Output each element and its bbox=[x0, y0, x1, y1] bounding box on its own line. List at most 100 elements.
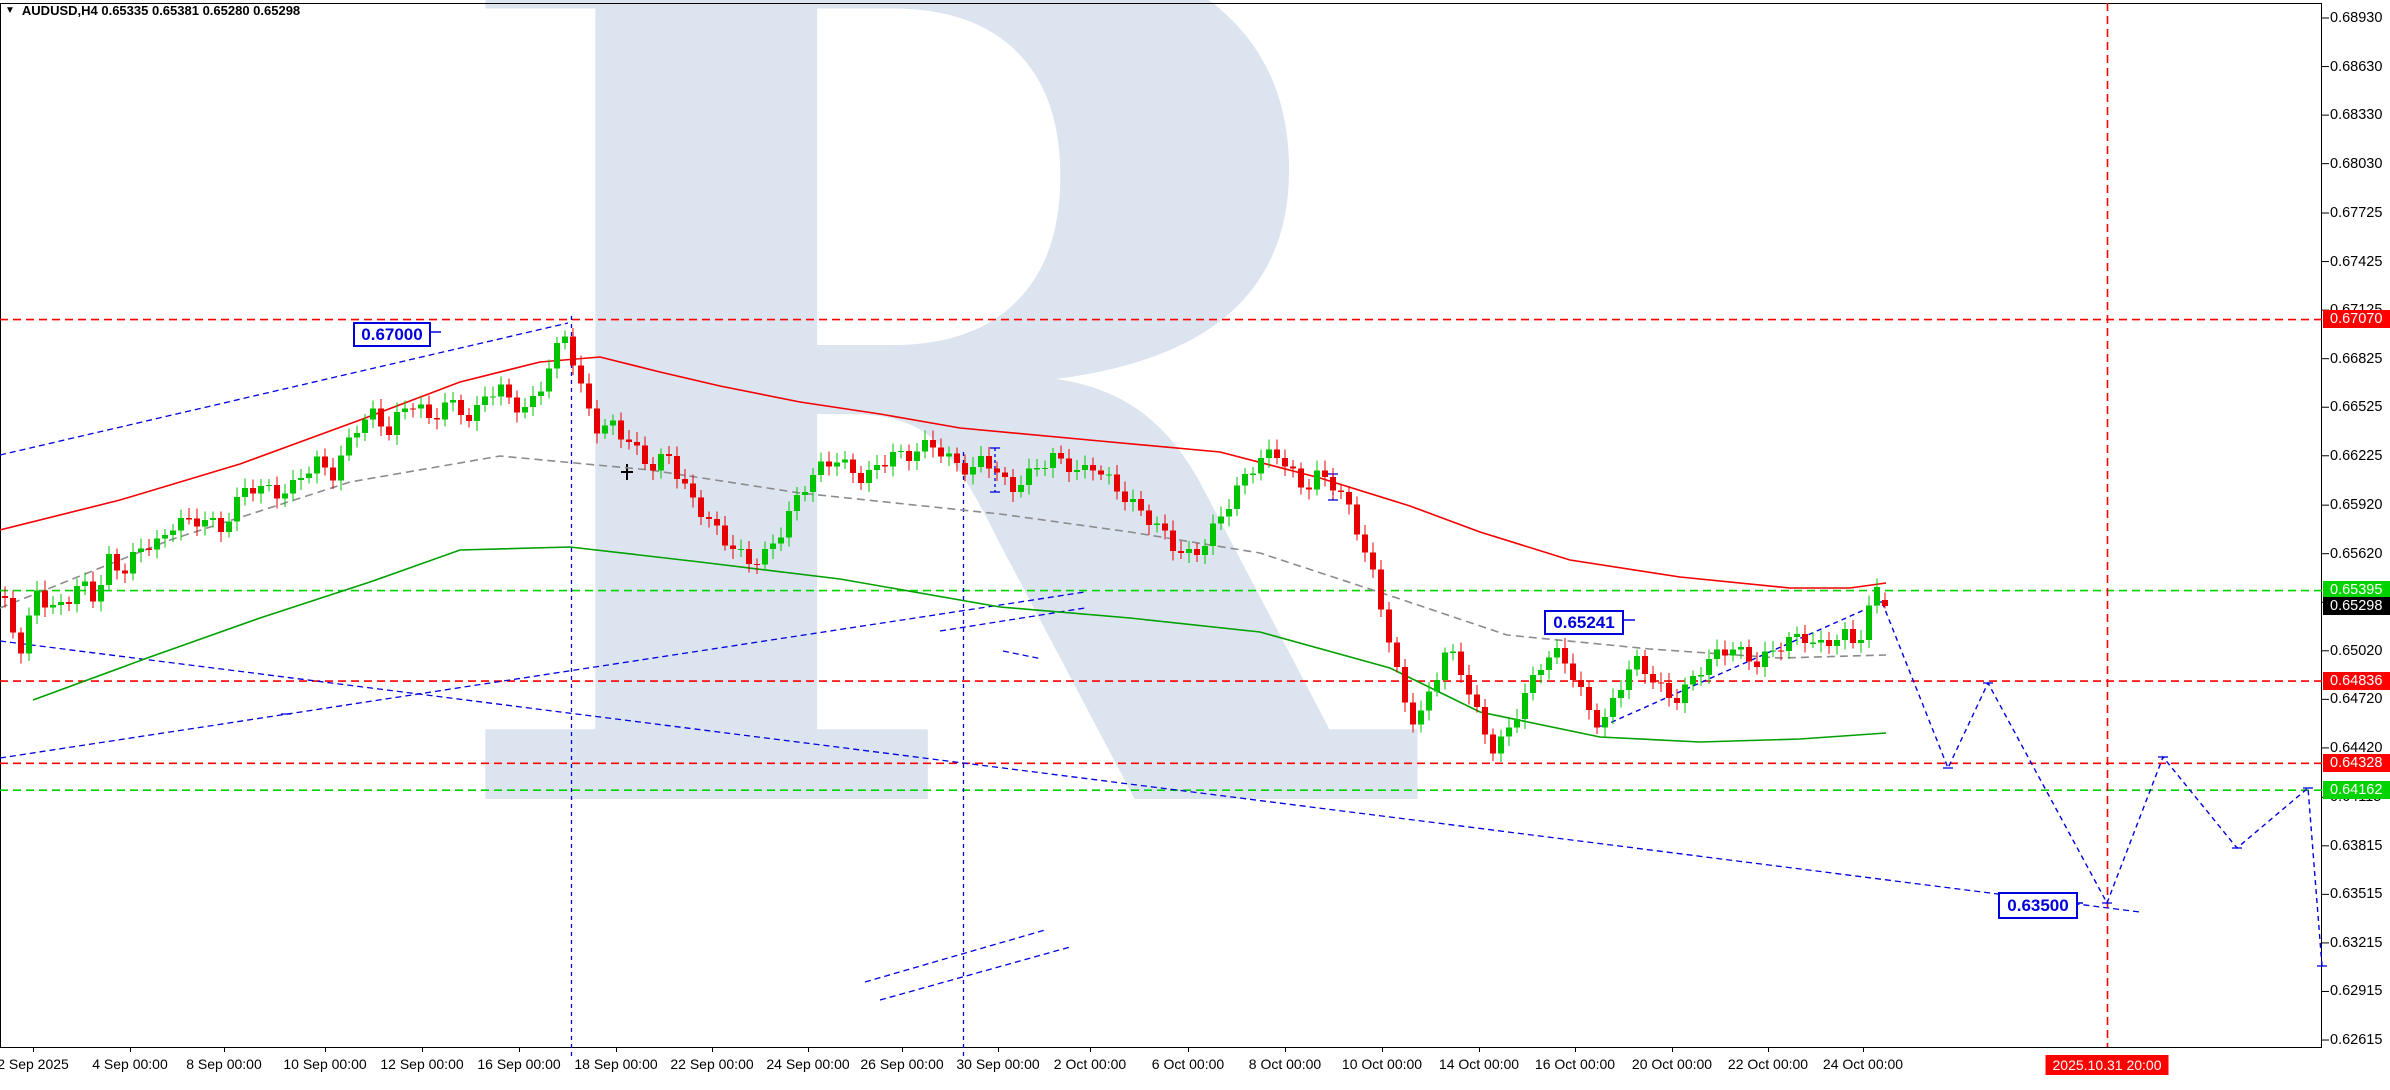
candle-body bbox=[1418, 710, 1424, 725]
candle-body bbox=[242, 488, 248, 498]
candle-body bbox=[1330, 477, 1336, 491]
candle-body bbox=[266, 484, 272, 487]
ma-fast-red bbox=[0, 356, 1887, 589]
candle-body bbox=[1370, 552, 1376, 570]
candle-body bbox=[754, 563, 760, 566]
time-tick-label: 22 Sep 00:00 bbox=[670, 1056, 754, 1072]
candle-body bbox=[1506, 727, 1512, 737]
candle-body bbox=[1114, 474, 1120, 492]
candle-body bbox=[946, 453, 952, 457]
candle-body bbox=[1834, 639, 1840, 647]
forecast-zigzag[interactable] bbox=[1602, 601, 2323, 967]
candle-body bbox=[458, 400, 464, 416]
price-tick-label: 0.65020 bbox=[2330, 642, 2383, 659]
candle-body bbox=[1122, 491, 1128, 503]
price-annotation-0.63500[interactable]: 0.63500 bbox=[1998, 892, 2078, 919]
candle-body bbox=[690, 483, 696, 498]
support-rising-long[interactable] bbox=[0, 591, 1086, 759]
candle-body bbox=[186, 518, 192, 520]
candle-body bbox=[1234, 485, 1240, 509]
candle-body bbox=[866, 469, 872, 483]
candles[interactable] bbox=[2, 328, 1888, 762]
candle-body bbox=[1458, 651, 1464, 676]
candle-body bbox=[210, 518, 216, 520]
candle-body bbox=[1754, 661, 1760, 667]
candle-body bbox=[602, 425, 608, 434]
broker-watermark-letter: R bbox=[430, 0, 1411, 1078]
time-tick-label: 30 Sep 00:00 bbox=[956, 1056, 1040, 1072]
current-price-label: 0.65298 bbox=[2323, 596, 2390, 615]
candle-body bbox=[1402, 667, 1408, 703]
candle-body bbox=[1586, 686, 1592, 711]
candle-body bbox=[1442, 652, 1448, 680]
candle-body bbox=[674, 456, 680, 479]
candle-body bbox=[98, 584, 104, 602]
candle-body bbox=[1002, 472, 1008, 478]
candle-body bbox=[282, 493, 288, 499]
candle-body bbox=[1634, 656, 1640, 670]
candle-body bbox=[618, 420, 624, 440]
candle-body bbox=[1290, 466, 1296, 469]
price-tick-label: 0.66825 bbox=[2330, 350, 2383, 367]
plot-border bbox=[0, 3, 2322, 1048]
candle-body bbox=[1210, 523, 1216, 546]
time-tick-label: 16 Sep 00:00 bbox=[477, 1056, 561, 1072]
candle-body bbox=[146, 548, 152, 550]
candle-body bbox=[234, 497, 240, 522]
candle-body bbox=[1698, 675, 1704, 677]
candle-body bbox=[1434, 679, 1440, 692]
time-tick-label: 10 Sep 00:00 bbox=[283, 1056, 367, 1072]
candle-body bbox=[778, 537, 784, 544]
candle-body bbox=[1098, 470, 1104, 475]
candle-body bbox=[1186, 549, 1192, 553]
candle-body bbox=[1770, 650, 1776, 652]
axis-level-label-0.67070: 0.67070 bbox=[2323, 310, 2390, 329]
candle-body bbox=[1498, 736, 1504, 754]
collapse-icon[interactable]: ▼ bbox=[5, 5, 15, 16]
candle-body bbox=[90, 581, 96, 602]
candle-body bbox=[1362, 534, 1368, 553]
candle-body bbox=[1274, 449, 1280, 459]
candle-body bbox=[402, 408, 408, 412]
candle-body bbox=[1882, 599, 1888, 606]
candle-body bbox=[882, 465, 888, 467]
price-annotation-0.65241[interactable]: 0.65241 bbox=[1544, 610, 1624, 635]
candle-body bbox=[1378, 569, 1384, 610]
candle-body bbox=[34, 590, 40, 616]
candle-body bbox=[1490, 734, 1496, 754]
candle-body bbox=[1650, 674, 1656, 683]
candle-body bbox=[82, 581, 88, 586]
candle-body bbox=[106, 554, 112, 585]
candle-body bbox=[1546, 657, 1552, 671]
price-annotation-0.67000[interactable]: 0.67000 bbox=[353, 322, 431, 347]
candle-body bbox=[610, 420, 616, 426]
mini-channel-a[interactable] bbox=[864, 929, 1046, 983]
candle-body bbox=[1074, 470, 1080, 473]
candle-body bbox=[1034, 468, 1040, 470]
candle-body bbox=[1714, 649, 1720, 660]
candle-body bbox=[730, 545, 736, 550]
price-tick-label: 0.67725 bbox=[2330, 205, 2383, 222]
candle-body bbox=[578, 365, 584, 384]
candle-body bbox=[1514, 718, 1520, 728]
price-tick-label: 0.62615 bbox=[2330, 1032, 2383, 1049]
candle-body bbox=[26, 615, 32, 654]
candle-body bbox=[1482, 707, 1488, 735]
candle-body bbox=[1018, 484, 1024, 492]
candle-body bbox=[466, 415, 472, 422]
mini-channel-b[interactable] bbox=[879, 946, 1071, 1001]
candle-body bbox=[114, 554, 120, 571]
candle-body bbox=[978, 455, 984, 467]
mini-seg[interactable] bbox=[1002, 650, 1043, 660]
price-tick-label: 0.68030 bbox=[2330, 155, 2383, 172]
symbol-ohlc-text: AUDUSD,H4 0.65335 0.65381 0.65280 0.6529… bbox=[21, 3, 301, 18]
candle-body bbox=[874, 465, 880, 470]
channel-top-rising[interactable] bbox=[0, 322, 569, 456]
candle-body bbox=[290, 480, 296, 494]
candle-body bbox=[330, 467, 336, 481]
candle-body bbox=[954, 453, 960, 464]
candle-body bbox=[1426, 691, 1432, 711]
time-tick-label: 20 Oct 00:00 bbox=[1631, 1056, 1713, 1072]
